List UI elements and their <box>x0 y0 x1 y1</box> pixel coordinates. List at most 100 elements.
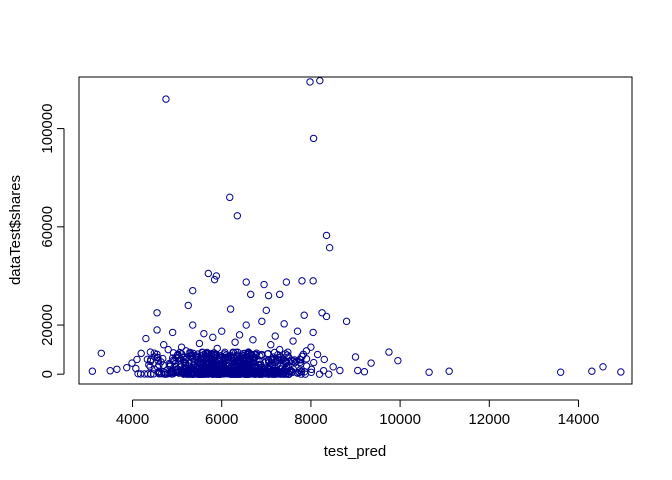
data-point <box>200 329 208 338</box>
y-tick-label: 60000 <box>39 206 56 248</box>
x-tick-label: 10000 <box>379 411 421 428</box>
data-point <box>258 317 266 326</box>
data-point <box>210 275 219 284</box>
data-point <box>197 358 205 366</box>
data-point <box>261 367 269 376</box>
data-point <box>231 338 239 346</box>
x-axis-label: test_pred <box>324 443 387 460</box>
data-point <box>159 361 167 369</box>
data-point <box>249 354 257 363</box>
data-point <box>262 306 271 315</box>
data-point <box>271 332 279 340</box>
data-point <box>296 358 304 367</box>
data-point <box>233 357 241 365</box>
data-point <box>244 358 252 366</box>
data-point <box>275 290 284 299</box>
data-point <box>160 341 168 349</box>
data-point <box>97 349 105 357</box>
data-point <box>195 339 204 348</box>
data-point <box>267 341 275 349</box>
data-point <box>186 348 194 356</box>
data-point <box>445 367 453 375</box>
data-point <box>292 357 301 365</box>
data-point <box>149 370 158 378</box>
data-point <box>189 361 197 369</box>
data-point <box>137 349 145 358</box>
data-point <box>226 352 235 360</box>
data-point <box>325 370 333 378</box>
data-point <box>177 360 185 369</box>
data-point <box>146 363 154 371</box>
data-point <box>425 368 433 376</box>
x-tick-label: 12000 <box>468 411 510 428</box>
data-point <box>282 278 291 286</box>
data-point <box>617 368 625 376</box>
data-point <box>128 359 136 367</box>
data-point <box>293 327 302 335</box>
data-point <box>210 353 218 361</box>
data-point <box>307 343 315 351</box>
data-point <box>269 370 277 378</box>
data-point <box>178 369 187 377</box>
data-point <box>336 366 344 375</box>
data-point <box>177 343 186 351</box>
data-point <box>313 350 322 359</box>
data-point <box>144 370 152 378</box>
data-point <box>286 366 294 375</box>
data-point <box>215 353 224 361</box>
data-point <box>215 362 223 370</box>
data-point <box>235 331 244 339</box>
data-point <box>280 320 288 328</box>
plot-frame <box>78 76 633 385</box>
data-point <box>322 312 331 321</box>
data-point <box>213 344 221 353</box>
data-point <box>239 349 248 358</box>
data-point <box>182 347 190 355</box>
data-point <box>300 311 308 319</box>
data-point <box>310 358 318 367</box>
data-point <box>289 337 297 345</box>
data-point <box>269 361 277 369</box>
data-point <box>249 336 257 344</box>
data-point <box>318 309 326 317</box>
data-point <box>309 328 317 337</box>
data-point <box>322 231 331 240</box>
data-point <box>277 356 286 364</box>
data-point <box>153 309 161 317</box>
data-point <box>360 368 369 376</box>
data-point <box>242 365 250 374</box>
x-tick-label: 8000 <box>294 411 327 428</box>
data-point <box>325 243 334 252</box>
data-point <box>168 354 177 362</box>
data-point <box>258 350 266 359</box>
data-point <box>136 370 145 378</box>
data-point <box>147 370 155 378</box>
data-point <box>184 301 192 310</box>
data-point <box>306 78 314 86</box>
x-tick-label: 4000 <box>116 411 149 428</box>
data-point <box>169 368 177 376</box>
data-point <box>218 327 226 335</box>
data-point <box>173 352 181 360</box>
x-tick-label: 6000 <box>205 411 238 428</box>
data-point <box>329 363 337 371</box>
data-point <box>309 277 317 285</box>
data-point <box>284 353 293 361</box>
data-point <box>226 305 235 313</box>
data-point <box>367 359 375 367</box>
data-point <box>298 277 306 285</box>
data-point <box>282 365 290 374</box>
data-point <box>233 212 242 220</box>
data-point <box>320 355 328 364</box>
data-point <box>204 269 213 278</box>
data-point <box>220 370 228 378</box>
data-point <box>242 321 250 329</box>
data-point <box>197 360 205 368</box>
data-point <box>315 370 324 378</box>
data-point <box>354 366 362 375</box>
axis-ticks: 4000 6000 8000 10000 12000 14000 0 20000 60000 10… <box>39 104 599 428</box>
data-point <box>154 369 162 377</box>
data-point <box>189 321 197 329</box>
data-point <box>309 134 318 143</box>
data-point <box>300 368 309 376</box>
